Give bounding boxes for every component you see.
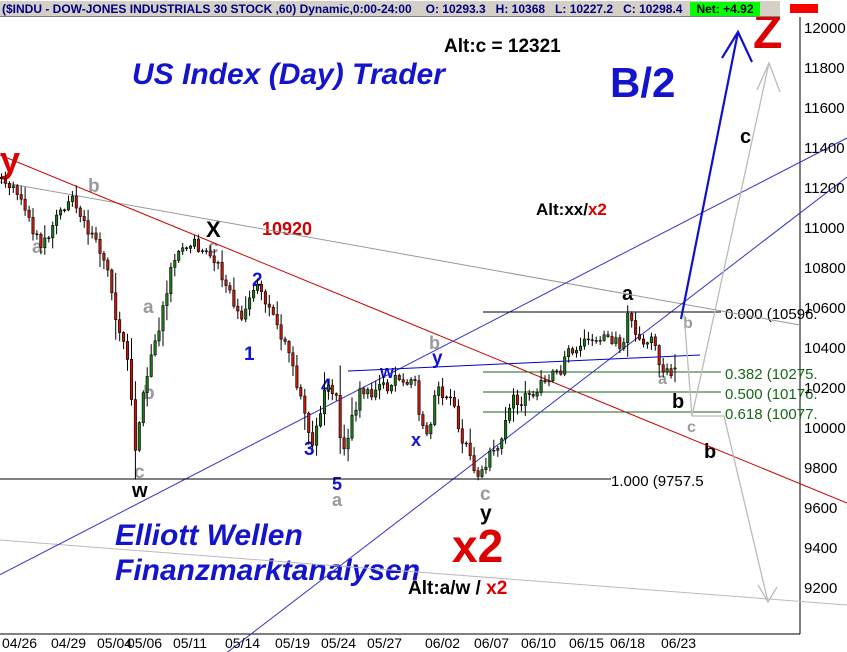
svg-text:04/29: 04/29	[51, 635, 86, 651]
svg-text:Alt:c = 12321: Alt:c = 12321	[444, 36, 561, 57]
svg-text:05/19: 05/19	[275, 635, 310, 651]
svg-text:x: x	[411, 430, 421, 450]
svg-text:11600: 11600	[804, 100, 845, 117]
svg-text:c: c	[687, 419, 696, 436]
svg-text:4: 4	[321, 376, 332, 397]
svg-text:a: a	[332, 490, 343, 510]
svg-text:05/14: 05/14	[225, 635, 260, 651]
svg-text:9400: 9400	[804, 540, 837, 557]
svg-text:US Index (Day) Trader: US Index (Day) Trader	[132, 58, 447, 91]
svg-text:x2: x2	[452, 520, 503, 572]
svg-text:11800: 11800	[804, 60, 845, 77]
svg-text:Elliott Wellen: Elliott Wellen	[115, 519, 303, 552]
svg-text:9200: 9200	[804, 580, 837, 597]
svg-text:11000: 11000	[804, 220, 845, 237]
svg-text:10000: 10000	[804, 420, 846, 437]
svg-text:Alt:xx/x2: Alt:xx/x2	[536, 200, 607, 219]
svg-text:w: w	[131, 480, 148, 502]
svg-text:1.000 (9757.5: 1.000 (9757.5	[611, 473, 704, 490]
svg-text:11200: 11200	[804, 180, 845, 197]
svg-text:c: c	[740, 126, 751, 148]
svg-text:05/24: 05/24	[321, 635, 356, 651]
svg-text:b: b	[429, 333, 440, 353]
svg-text:b: b	[672, 391, 684, 413]
svg-text:9800: 9800	[804, 460, 837, 477]
svg-text:12000: 12000	[804, 20, 846, 37]
svg-text:05/06: 05/06	[127, 635, 162, 651]
svg-text:06/23: 06/23	[661, 635, 696, 651]
svg-text:06/15: 06/15	[569, 635, 604, 651]
svg-text:06/02: 06/02	[425, 635, 460, 651]
svg-text:10600: 10600	[804, 300, 846, 317]
svg-text:11400: 11400	[804, 140, 845, 157]
svg-text:06/10: 06/10	[521, 635, 556, 651]
svg-text:06/18: 06/18	[610, 635, 645, 651]
svg-text:Alt:a/w / x2: Alt:a/w / x2	[408, 578, 507, 599]
svg-text:04/26: 04/26	[2, 635, 37, 651]
svg-text:1: 1	[244, 344, 255, 365]
svg-text:9600: 9600	[804, 500, 837, 517]
svg-text:05/11: 05/11	[173, 635, 207, 651]
svg-text:a: a	[143, 297, 154, 318]
svg-text:10200: 10200	[804, 380, 846, 397]
svg-text:10400: 10400	[804, 340, 846, 357]
svg-text:05/27: 05/27	[367, 635, 402, 651]
svg-text:b: b	[704, 441, 716, 463]
svg-text:10800: 10800	[804, 260, 846, 277]
svg-text:Finanzmarktanalysen: Finanzmarktanalysen	[115, 554, 420, 587]
svg-text:06/07: 06/07	[474, 635, 509, 651]
svg-text:B/2: B/2	[610, 59, 675, 106]
